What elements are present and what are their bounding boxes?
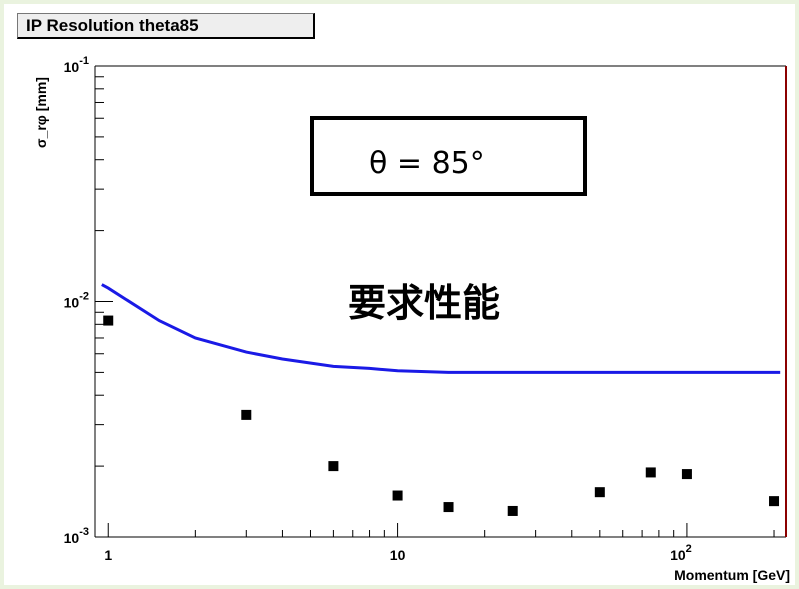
annotation-box xyxy=(310,116,587,196)
data-marks xyxy=(101,283,781,516)
data-point xyxy=(645,467,656,478)
axis-ticks xyxy=(94,65,775,538)
x-tick-label: 102 xyxy=(670,543,692,563)
y-tick-label: 10-3 xyxy=(64,526,89,546)
data-point xyxy=(103,315,114,326)
plot-frame xyxy=(94,65,787,538)
data-point xyxy=(769,496,780,507)
x-axis-title: Momentum [GeV] xyxy=(674,567,790,583)
annotation-box-text: θ = 85° xyxy=(369,146,485,181)
data-point xyxy=(443,502,454,513)
data-point xyxy=(241,409,252,420)
data-point xyxy=(594,487,605,498)
x-tick-label: 10 xyxy=(390,547,406,563)
y-axis-title: σ_rφ [mm] xyxy=(33,77,49,148)
y-tick-label: 10-2 xyxy=(64,291,89,311)
data-point xyxy=(507,505,518,516)
x-tick-label: 1 xyxy=(104,547,112,563)
data-point xyxy=(392,490,403,501)
tick-labels: 1 10 102 10-3 10-2 10-1 xyxy=(64,55,692,563)
data-point xyxy=(328,461,339,472)
data-point xyxy=(681,469,692,480)
annotation-text: 要求性能 xyxy=(348,281,500,325)
chart-title: IP Resolution theta85 xyxy=(17,13,315,39)
requirement-curve xyxy=(101,283,781,374)
y-tick-label: 10-1 xyxy=(64,55,89,75)
